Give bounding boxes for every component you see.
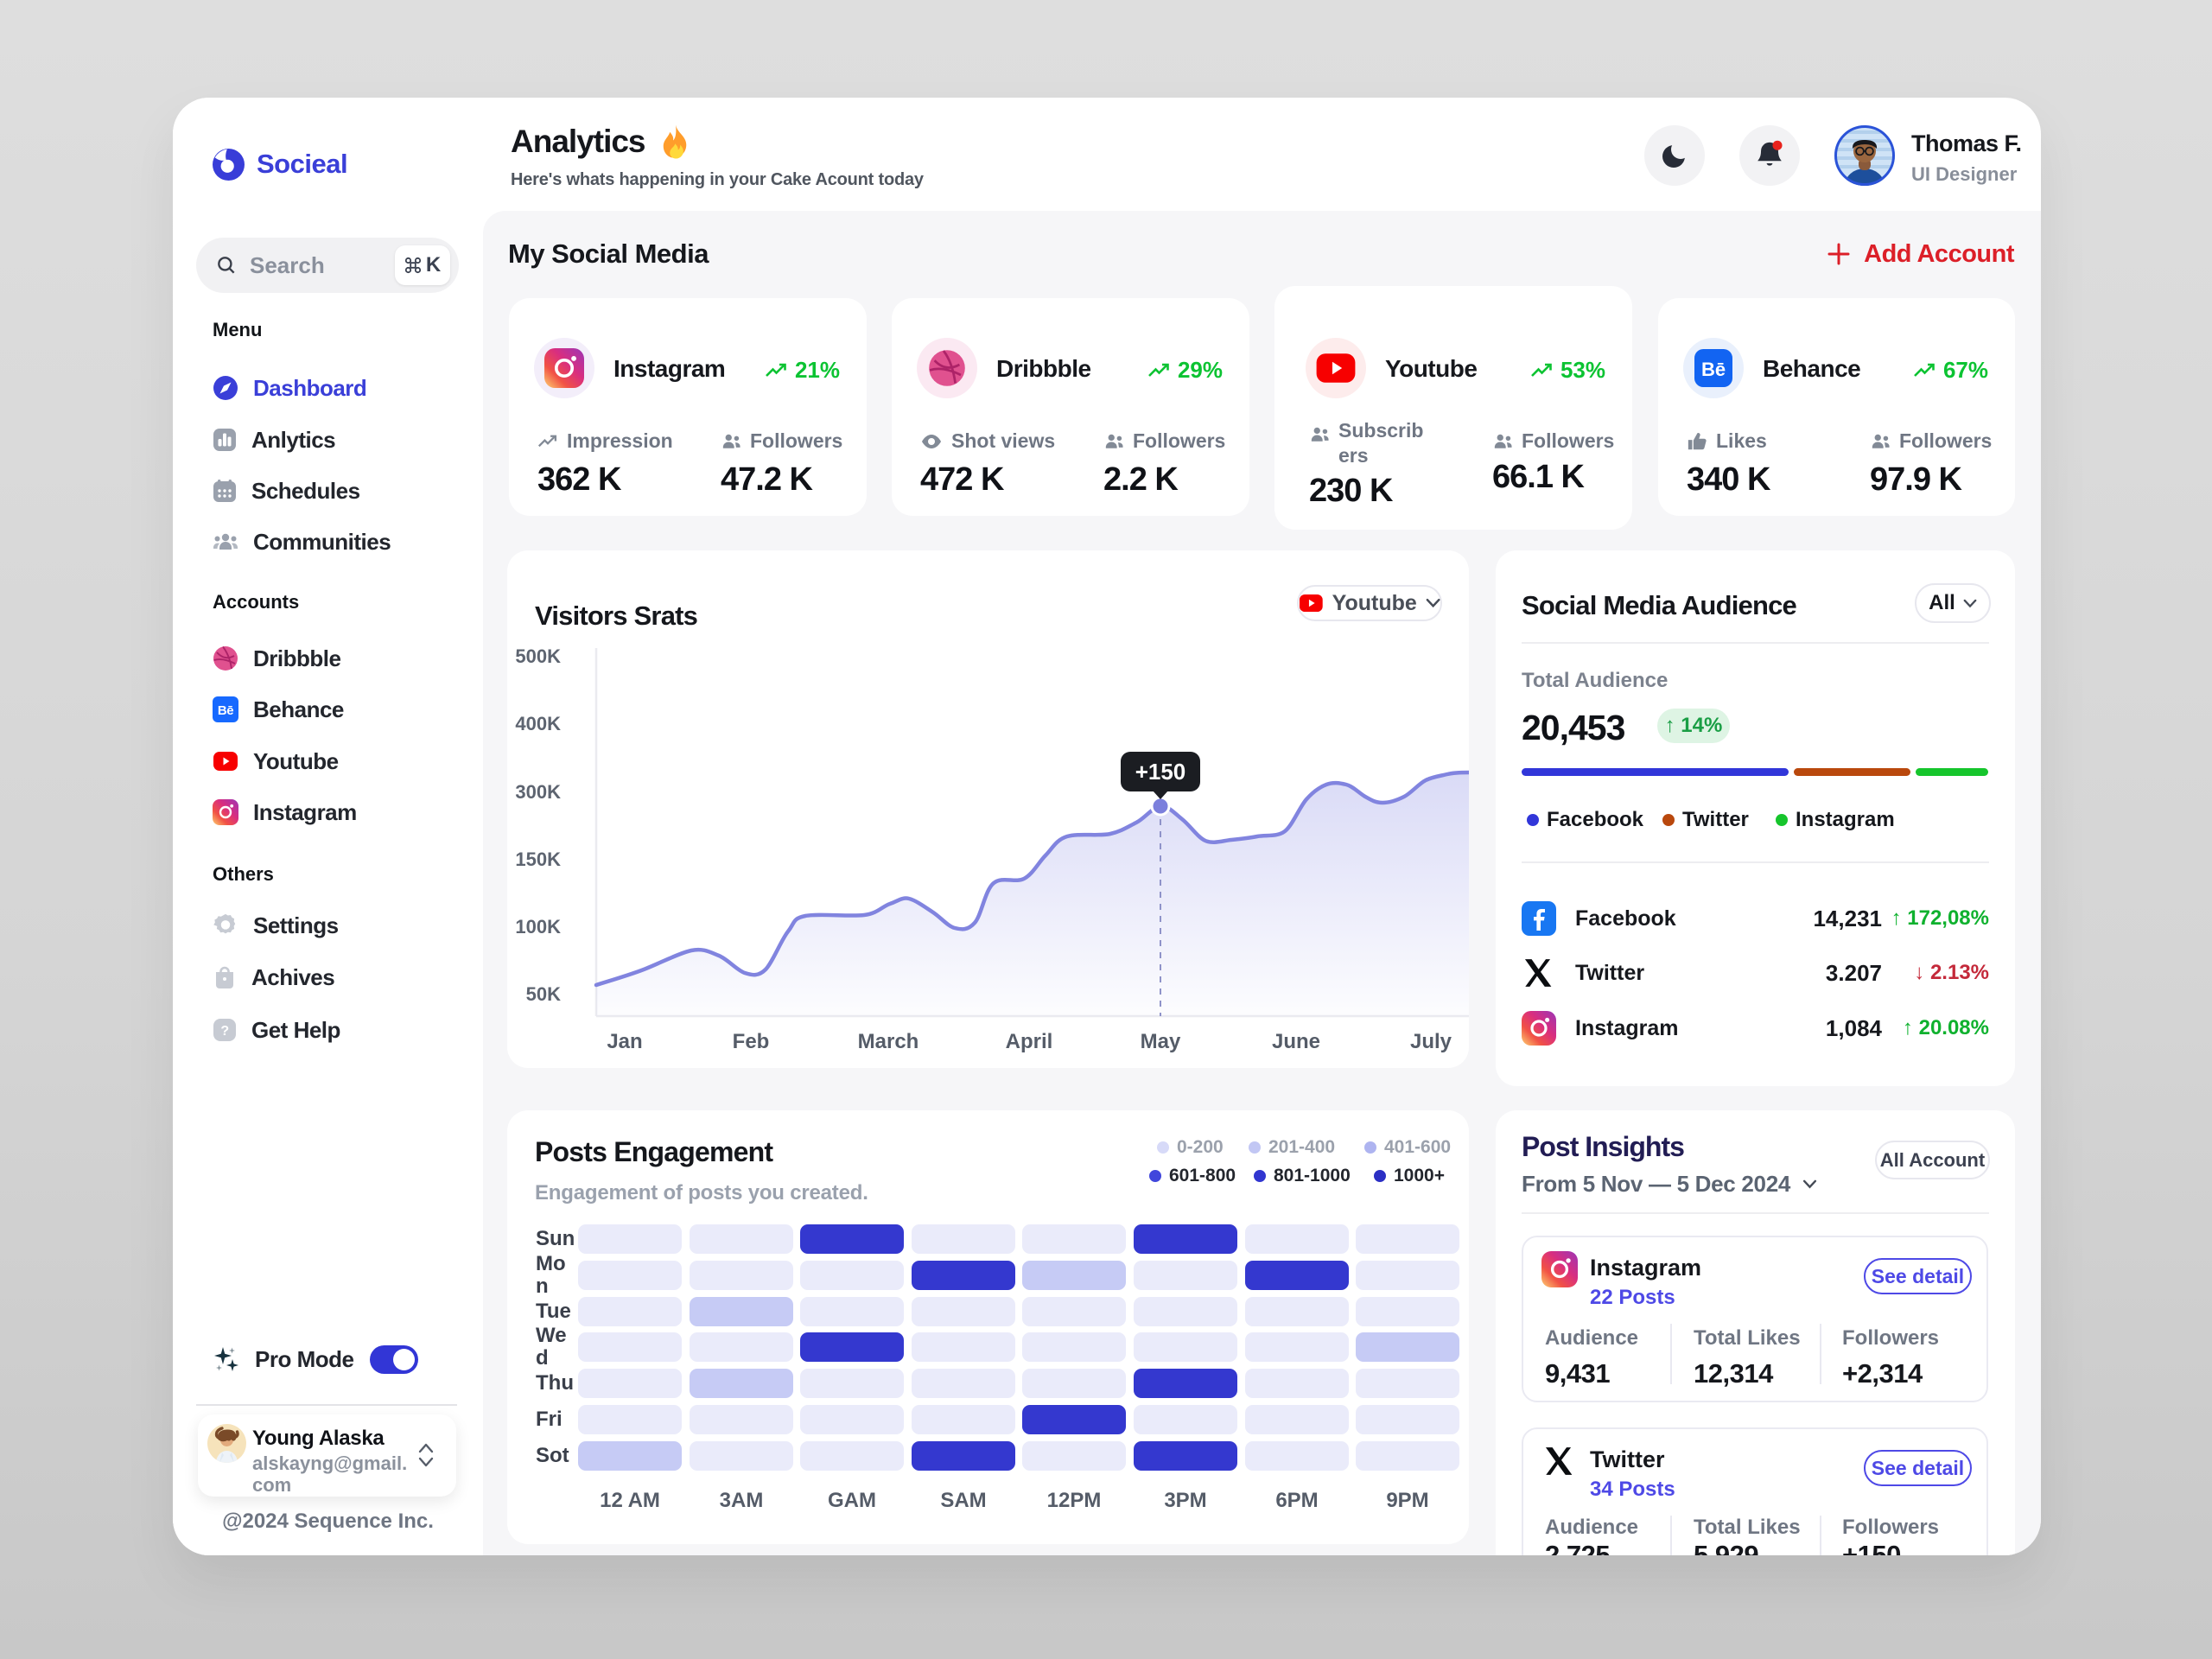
- svg-text:+150: +150: [1135, 759, 1186, 785]
- svg-text:Bē: Bē: [218, 703, 233, 718]
- svg-text:Bē: Bē: [1701, 359, 1726, 380]
- svg-text:?: ?: [220, 1024, 228, 1039]
